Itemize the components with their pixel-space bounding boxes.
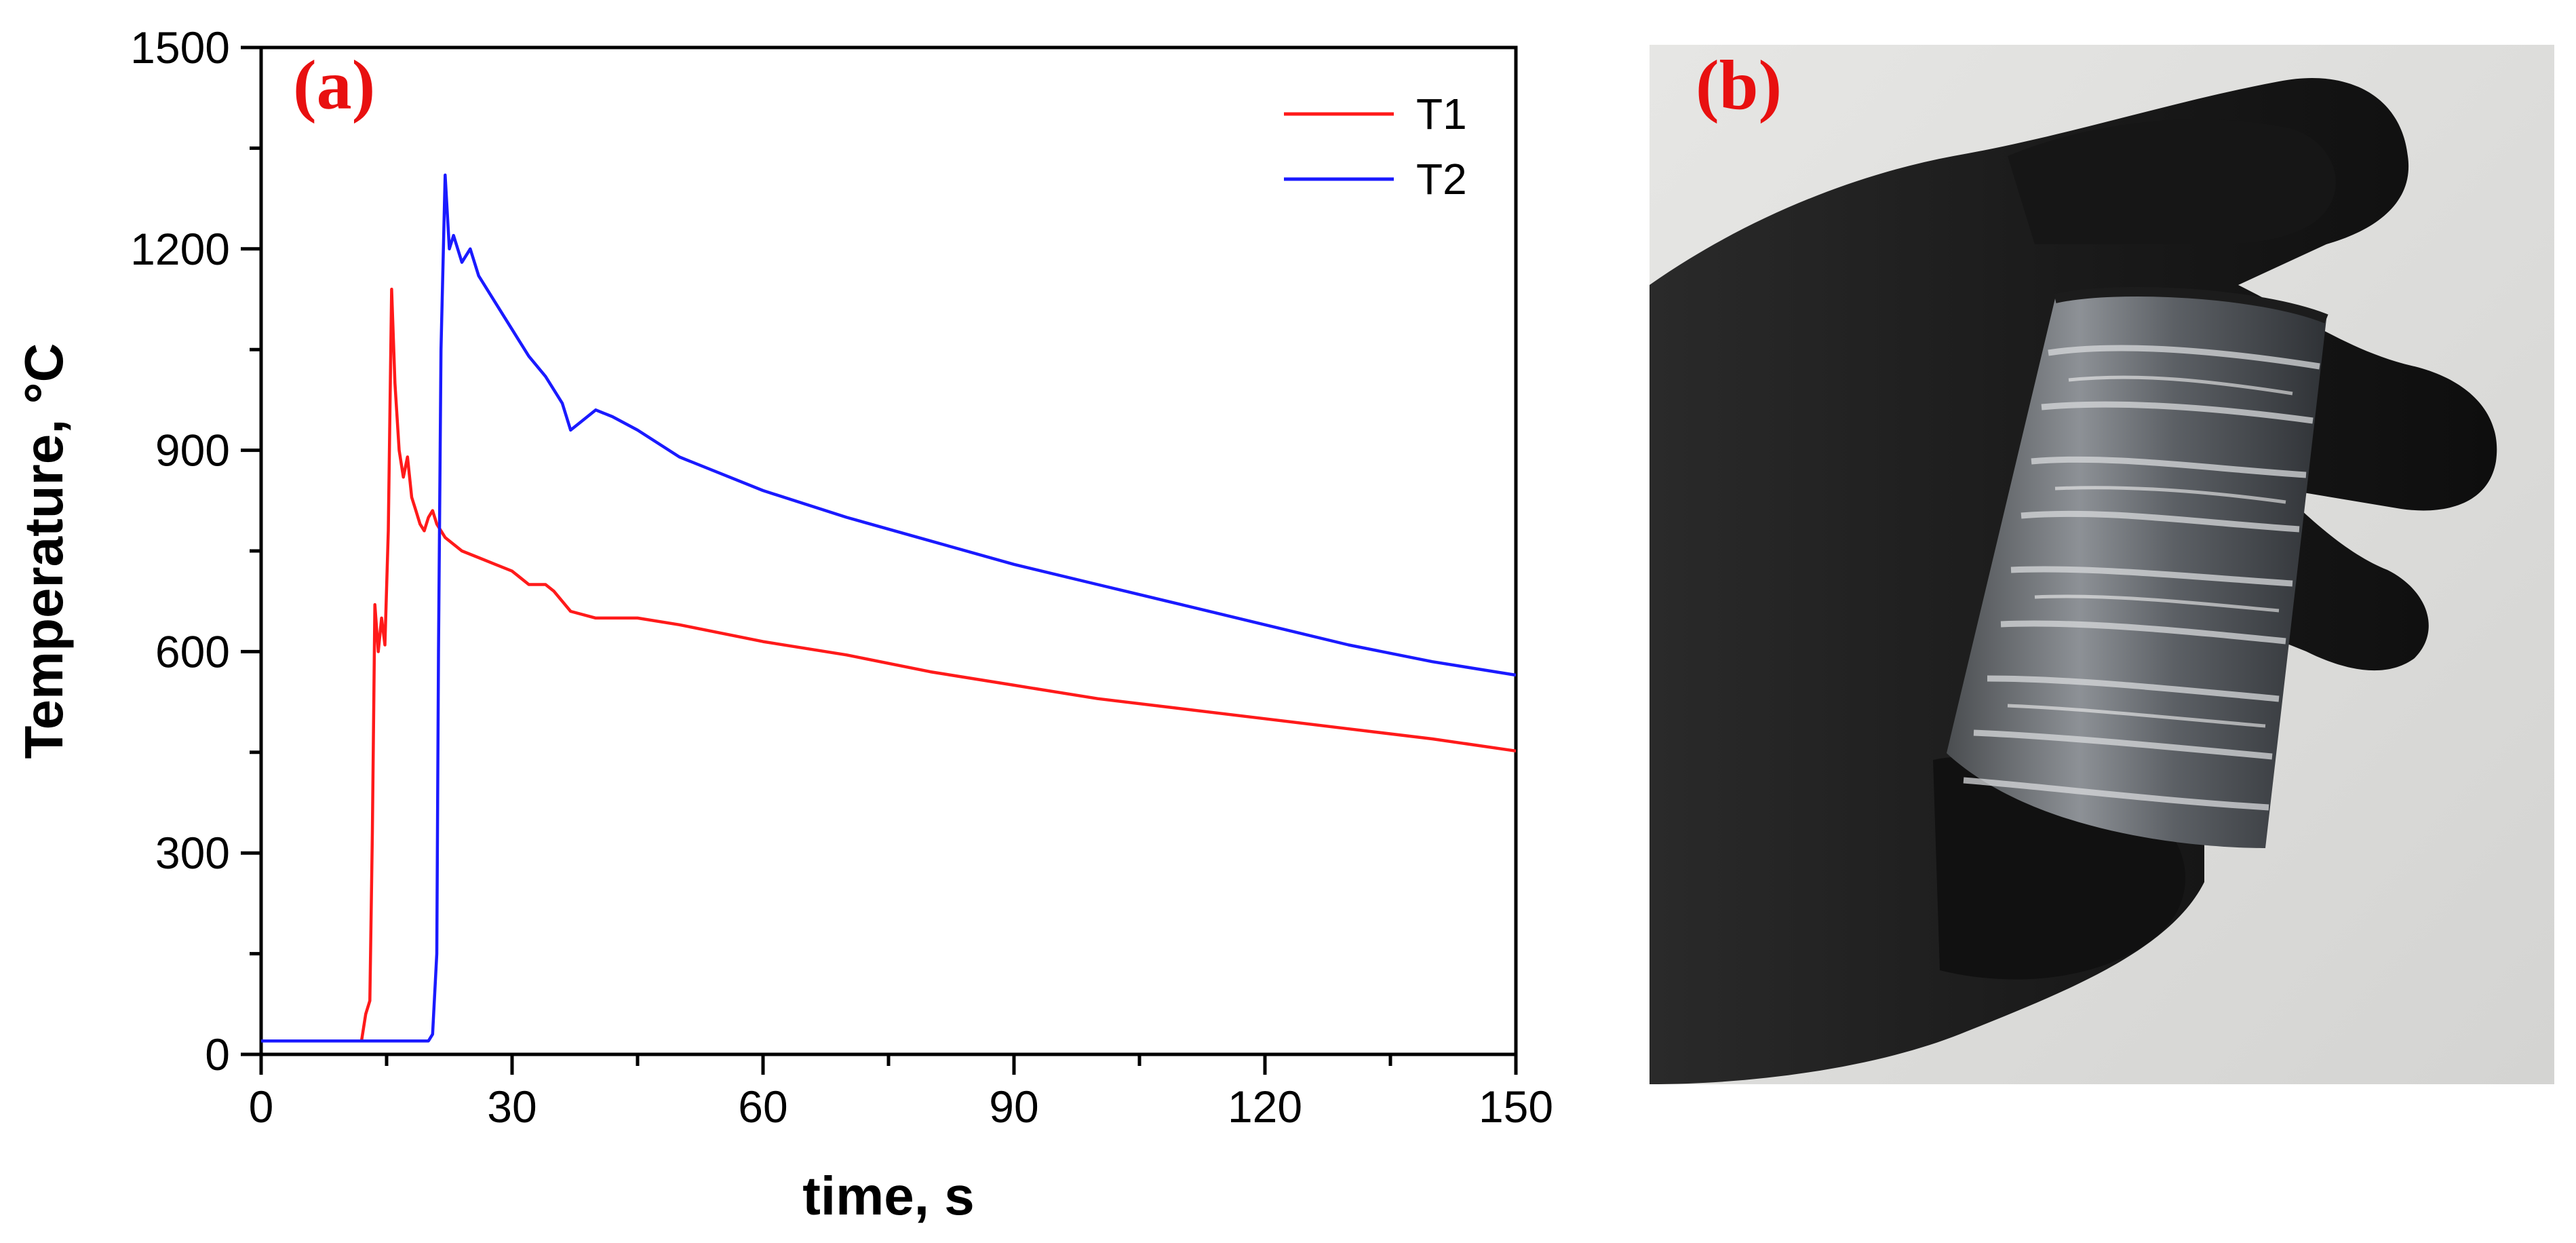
plot-frame	[259, 45, 1518, 1056]
specimen-photo: (b)	[1650, 45, 2554, 1084]
x-tick-label: 90	[989, 1082, 1038, 1132]
specimen-cylinder-icon	[1947, 287, 2328, 848]
y-tick-label: 600	[155, 626, 230, 676]
x-tick-label: 30	[487, 1082, 536, 1132]
series-line-t2	[261, 173, 1517, 1043]
legend-label-t1: T1	[1416, 90, 1467, 138]
x-axis-title: time, s	[802, 1166, 974, 1226]
x-tick-label: 0	[249, 1082, 274, 1132]
legend-label-t2: T2	[1416, 155, 1467, 204]
temperature-chart: 0 30 60 90 120 150 0 300 600 900 1200 1500 time, s…	[14, 22, 1553, 1226]
x-tick-label: 150	[1479, 1082, 1553, 1132]
y-tick-label: 0	[205, 1029, 230, 1079]
series-layer	[261, 173, 1517, 1043]
series-line-t1	[261, 287, 1517, 1043]
y-tick-label: 1200	[130, 224, 230, 274]
y-tick-label: 1500	[130, 22, 230, 73]
y-axis-ticks: 0 300 600 900 1200 1500	[130, 22, 261, 1079]
x-tick-label: 120	[1228, 1082, 1302, 1132]
panel-label-b: (b)	[1696, 46, 1782, 124]
y-tick-label: 900	[155, 425, 230, 476]
panel-label-a: (a)	[293, 46, 375, 124]
y-tick-label: 300	[155, 828, 230, 878]
x-tick-label: 60	[738, 1082, 787, 1132]
y-axis-title: Temperature, °C	[14, 343, 74, 759]
x-axis-ticks: 0 30 60 90 120 150	[249, 1054, 1553, 1132]
